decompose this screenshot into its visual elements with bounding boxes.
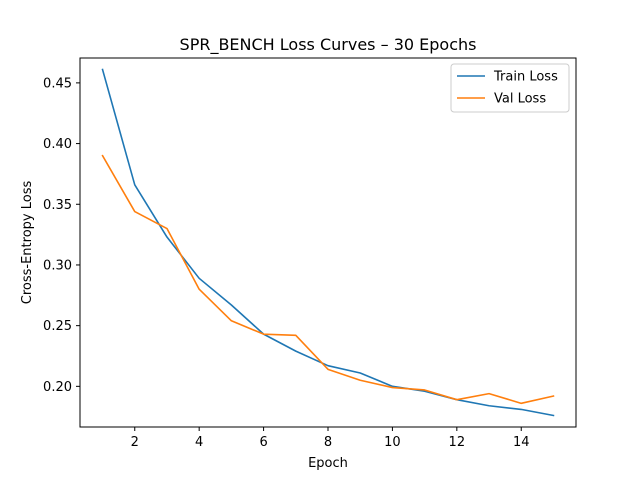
y-tick-label: 0.25 [43, 319, 72, 334]
series-line-train-loss [101, 68, 555, 417]
y-tick-label: 0.35 [43, 198, 72, 213]
y-tick-label: 0.30 [43, 258, 72, 273]
y-tick-label: 0.45 [43, 76, 72, 91]
legend-label: Train Loss [493, 70, 558, 85]
plot-area-frame [79, 57, 577, 428]
x-axis-label: Epoch [308, 456, 348, 471]
legend: Train Loss Val Loss [450, 63, 570, 113]
x-tick-label: 12 [449, 435, 466, 450]
x-tick-label: 6 [259, 435, 267, 450]
y-axis-label: Cross-Entropy Loss [20, 181, 35, 305]
x-axis-ticks: 2 4 6 8 10 12 14 [131, 427, 530, 450]
y-tick-label: 0.40 [43, 137, 72, 152]
y-tick-label: 0.20 [43, 380, 72, 395]
series-layer [101, 68, 555, 417]
x-tick-label: 4 [195, 435, 203, 450]
x-tick-label: 14 [513, 435, 530, 450]
chart-title: SPR_BENCH Loss Curves – 30 Epochs [180, 35, 477, 55]
x-tick-label: 10 [384, 435, 401, 450]
x-tick-label: 2 [131, 435, 139, 450]
y-axis-ticks: 0.20 0.25 0.30 0.35 0.40 0.45 [43, 76, 80, 395]
series-line-val-loss [101, 154, 555, 405]
legend-label: Val Loss [494, 92, 546, 107]
x-tick-label: 8 [324, 435, 332, 450]
